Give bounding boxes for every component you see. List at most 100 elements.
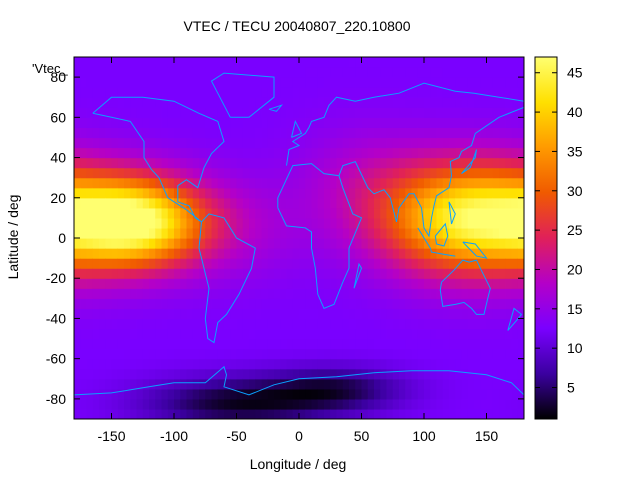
- heatmap-cell: [242, 298, 250, 309]
- heatmap-cell: [249, 288, 256, 299]
- heatmap-cell: [130, 368, 138, 380]
- heatmap-cell: [142, 147, 150, 159]
- heatmap-cell: [292, 348, 300, 360]
- heatmap-cell: [74, 187, 81, 199]
- heatmap-cell: [317, 197, 325, 209]
- heatmap-cell: [355, 318, 363, 330]
- heatmap-cell: [161, 398, 169, 410]
- heatmap-cell: [380, 288, 388, 299]
- heatmap-cell: [386, 268, 394, 279]
- heatmap-cell: [117, 217, 125, 229]
- heatmap-cell: [380, 227, 388, 239]
- heatmap-cell: [280, 177, 288, 189]
- heatmap-cell: [161, 157, 169, 169]
- heatmap-cell: [142, 107, 150, 118]
- heatmap-cell: [117, 388, 125, 400]
- heatmap-cell: [236, 177, 244, 189]
- heatmap-cell: [92, 378, 100, 390]
- heatmap-cell: [186, 298, 194, 309]
- heatmap-cell: [74, 157, 81, 169]
- heatmap-cell: [517, 87, 524, 98]
- heatmap-cell: [255, 398, 263, 410]
- heatmap-cell: [467, 127, 475, 139]
- heatmap-cell: [130, 338, 138, 350]
- heatmap-cell: [267, 288, 275, 299]
- heatmap-cell: [261, 348, 269, 360]
- heatmap-cell: [330, 288, 338, 299]
- heatmap-cell: [467, 268, 475, 279]
- heatmap-cell: [142, 227, 150, 239]
- heatmap-cell: [261, 127, 269, 139]
- heatmap-cell: [311, 77, 319, 88]
- heatmap-cell: [411, 167, 419, 179]
- heatmap-cell: [486, 117, 494, 128]
- heatmap-cell: [317, 308, 325, 320]
- heatmap-cell: [442, 398, 450, 410]
- heatmap-cell: [192, 197, 200, 209]
- heatmap-cell: [517, 177, 524, 189]
- heatmap-cell: [117, 227, 125, 239]
- heatmap-cell: [149, 97, 156, 108]
- heatmap-cell: [330, 258, 338, 269]
- heatmap-cell: [224, 147, 231, 159]
- heatmap-cell: [317, 338, 325, 350]
- heatmap-cell: [374, 187, 381, 199]
- heatmap-cell: [374, 338, 381, 350]
- heatmap-cell: [217, 177, 225, 189]
- heatmap-cell: [399, 238, 406, 249]
- heatmap-cell: [261, 308, 269, 320]
- heatmap-cell: [255, 378, 263, 390]
- heatmap-cell: [361, 258, 369, 269]
- heatmap-cell: [461, 348, 469, 360]
- heatmap-cell: [174, 388, 181, 400]
- heatmap-cell: [174, 197, 181, 209]
- heatmap-cell: [480, 268, 488, 279]
- heatmap-cell: [455, 318, 463, 330]
- heatmap-cell: [74, 87, 81, 98]
- heatmap-cell: [317, 137, 325, 149]
- heatmap-cell: [374, 117, 381, 128]
- heatmap-cell: [380, 67, 388, 78]
- heatmap-cell: [274, 217, 281, 229]
- heatmap-cell: [517, 378, 524, 390]
- heatmap-cell: [155, 388, 163, 400]
- heatmap-cell: [367, 217, 375, 229]
- heatmap-cell: [492, 288, 500, 299]
- heatmap-cell: [167, 157, 175, 169]
- heatmap-cell: [461, 328, 469, 340]
- heatmap-cell: [392, 398, 400, 410]
- heatmap-cell: [442, 97, 450, 108]
- heatmap-cell: [236, 288, 244, 299]
- x-tick-label: -100: [160, 428, 188, 444]
- heatmap-cell: [80, 288, 88, 299]
- heatmap-cell: [486, 77, 494, 88]
- heatmap-cell: [461, 238, 469, 249]
- heatmap-cell: [505, 248, 513, 259]
- heatmap-cell: [149, 157, 156, 169]
- heatmap-cell: [517, 57, 524, 68]
- heatmap-cell: [167, 298, 175, 309]
- heatmap-cell: [92, 107, 100, 118]
- heatmap-cell: [199, 368, 206, 380]
- heatmap-cell: [461, 107, 469, 118]
- heatmap-cell: [405, 318, 413, 330]
- heatmap-cell: [105, 87, 113, 98]
- heatmap-cell: [205, 388, 213, 400]
- heatmap-cell: [292, 167, 300, 179]
- heatmap-cell: [355, 167, 363, 179]
- heatmap-cell: [117, 358, 125, 370]
- heatmap-cell: [474, 258, 481, 269]
- heatmap-cell: [405, 398, 413, 410]
- heatmap-cell: [505, 227, 513, 239]
- heatmap-cell: [86, 258, 94, 269]
- heatmap-cell: [186, 77, 194, 88]
- heatmap-cell: [211, 298, 219, 309]
- heatmap-cell: [111, 398, 119, 410]
- heatmap-cell: [192, 67, 200, 78]
- heatmap-cell: [105, 77, 113, 88]
- heatmap-cell: [467, 137, 475, 149]
- heatmap-cell: [280, 318, 288, 330]
- heatmap-cell: [299, 308, 306, 320]
- heatmap-cell: [280, 378, 288, 390]
- heatmap-cell: [374, 127, 381, 139]
